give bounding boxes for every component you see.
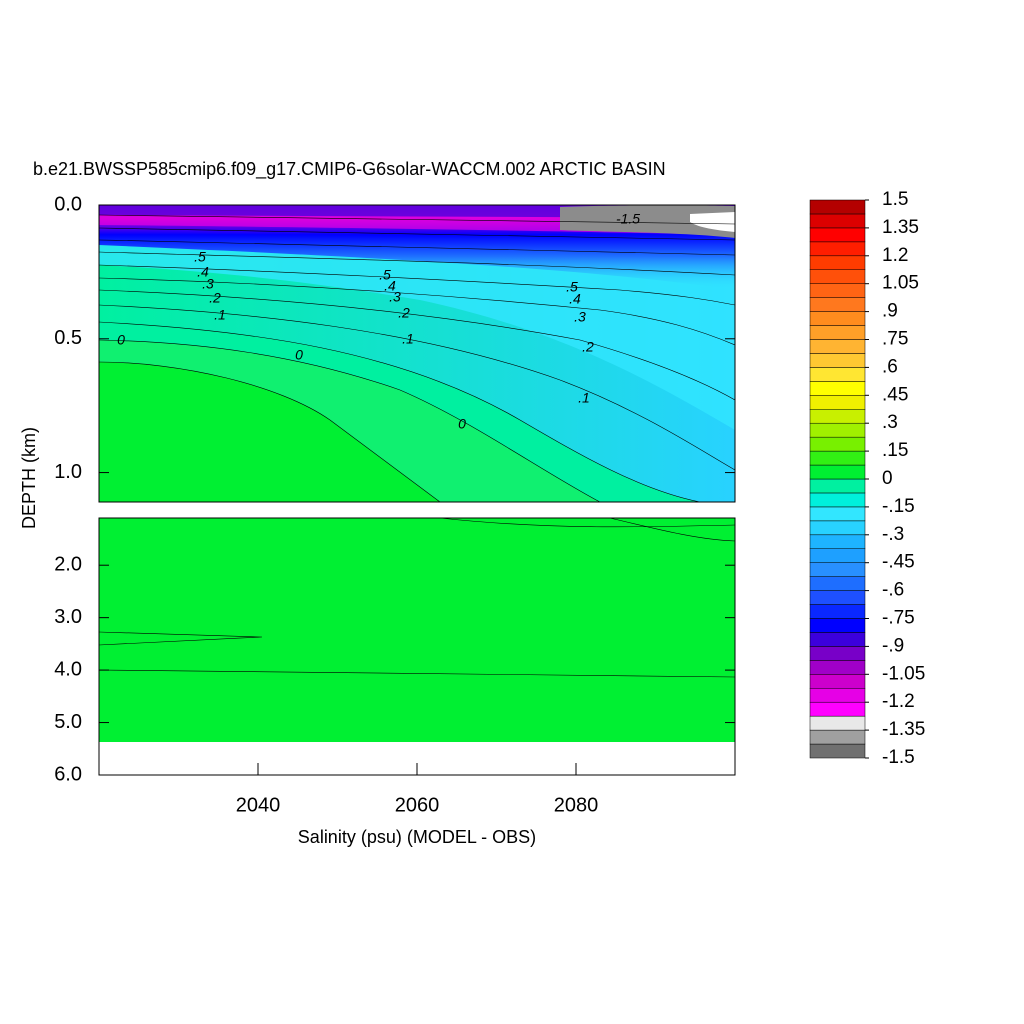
colorbar-label: -.9 [882,635,904,656]
y-tick-label: 4.0 [54,658,82,680]
colorbar-label: .9 [882,301,898,322]
colorbar-box [809,325,866,340]
contour-label: .5 [379,267,391,283]
contour-label: .5 [566,279,578,295]
y-tick-label: 6.0 [54,763,82,785]
colorbar-box [809,311,866,326]
y-tick-label: 0.0 [54,193,82,215]
colorbar-label: -1.5 [882,747,915,768]
contour-label: .4 [384,278,396,294]
contour-label: .1 [578,390,590,406]
colorbar-box [809,367,866,382]
colorbar-box [809,213,866,229]
contour-label: .2 [582,339,594,355]
contour-label: .3 [389,289,401,305]
colorbar-label: .3 [882,412,898,433]
colorbar-label: 1.5 [882,189,908,210]
colorbar-label: -.75 [882,608,915,629]
x-axis-label: Salinity (psu) (MODEL - OBS) [298,827,536,847]
x-tick-label: 2040 [236,794,281,816]
colorbar-box [809,520,866,536]
colorbar-label: -.6 [882,580,904,601]
colorbar-box [809,409,866,424]
colorbar-label: 1.2 [882,245,908,266]
colorbar-label: .45 [882,384,908,405]
colorbar-label: -.45 [882,552,915,573]
colorbar-box [809,562,866,577]
colorbar-box [809,715,866,731]
colorbar-box [809,283,866,298]
colorbar-label: 0 [882,468,893,489]
colorbar-box [809,646,866,661]
colorbar-box [809,339,866,354]
y-tick-label: 3.0 [54,606,82,628]
contour-label: .3 [202,276,214,292]
chart-title: b.e21.BWSSP585cmip6.f09_g17.CMIP6-G6sola… [33,159,666,180]
colorbar-box [809,227,866,243]
y-tick-label: 1.0 [54,461,82,483]
colorbar-label: -1.35 [882,719,925,740]
colorbar-box [809,464,866,480]
colorbar-box [809,241,866,257]
colorbar-box [809,492,866,508]
colorbar-box [809,436,866,452]
y-axis-label: DEPTH (km) [19,427,39,529]
contour-label: .2 [398,305,410,321]
colorbar-label: -1.05 [882,663,925,684]
colorbar-box [809,422,866,438]
lower-field [98,517,736,742]
colorbar-label: .75 [882,329,908,350]
colorbar-box [809,269,866,284]
colorbar-box [809,660,866,675]
colorbar-box [809,674,866,689]
colorbar-box [809,450,866,466]
x-tick-label: 2080 [554,794,599,816]
colorbar-box [809,297,866,312]
colorbar-box [809,632,866,647]
colorbar-box [809,506,866,522]
colorbar-label: -.15 [882,496,915,517]
colorbar-label: -1.2 [882,691,915,712]
contour-label: 0 [295,347,303,363]
upper-frame [98,204,736,503]
contour-label: .5 [194,249,206,265]
colorbar-box [809,199,866,215]
colorbar-box [809,743,866,759]
colorbar-box [809,381,866,396]
contour-label: .3 [574,309,586,325]
contour-label: .1 [214,307,226,323]
contour-label: .4 [569,291,581,307]
colorbar-box [809,534,866,549]
colorbar-box [809,576,866,591]
y-tick-label: 0.5 [54,327,82,349]
contour-label: 0 [458,416,466,432]
contour-label: .4 [197,264,209,280]
colorbar-box [809,701,866,717]
colorbar-label: .15 [882,440,908,461]
contour-label: -1.5 [616,211,640,227]
colorbar-box [809,255,866,271]
colorbar-box [809,395,866,410]
upper-field [99,205,735,502]
colorbar-box [809,478,866,494]
colorbar-label: -.3 [882,524,904,545]
colorbar-label: 1.35 [882,217,919,238]
x-tick-label: 2060 [395,794,440,816]
contour-label: .1 [402,331,414,347]
colorbar-box [809,548,866,563]
y-tick-label: 5.0 [54,711,82,733]
colorbar-box [809,729,866,745]
colorbar-box [809,590,866,605]
colorbar-box [809,353,866,368]
y-tick-label: 2.0 [54,553,82,575]
colorbar-box [809,604,866,619]
colorbar-box [809,618,866,633]
colorbar-box [809,688,866,703]
colorbar-label: 1.05 [882,273,919,294]
contour-label: .2 [209,290,221,306]
colorbar-label: .6 [882,356,898,377]
contour-label: 0 [117,332,125,348]
